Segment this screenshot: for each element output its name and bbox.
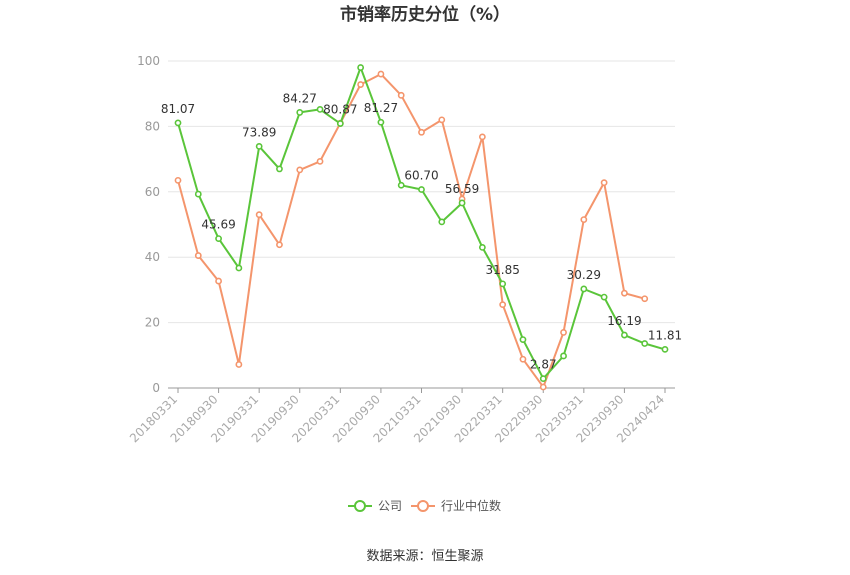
legend-label: 行业中位数 [441,498,501,513]
data-point [560,329,567,336]
data-point [539,383,547,391]
y-tick-label: 60 [145,185,160,199]
data-point [458,199,466,207]
data-point [478,243,486,251]
data-point [478,133,486,141]
source-note: 数据来源：恒生聚源 [366,549,483,564]
data-point [438,116,446,124]
data-point [316,105,324,113]
data-point [418,128,425,136]
data-label: 56.59 [445,182,479,196]
y-tick-label: 20 [145,316,160,330]
data-point [194,190,202,198]
data-label: 81.07 [161,102,195,116]
data-point [600,179,608,187]
data-point [661,345,669,353]
data-label: 73.89 [242,125,276,139]
data-point [621,331,628,339]
data-point [357,81,365,88]
data-label: 2.87 [530,358,557,372]
data-point [255,211,263,219]
data-label: 80.87 [323,103,357,117]
series-0 [174,64,669,383]
series-group [174,64,669,391]
y-tick-label: 100 [137,54,160,68]
data-point [580,285,588,293]
legend[interactable]: 公司 行业中位数 [348,498,501,513]
data-point [235,361,243,368]
data-label: 45.69 [201,218,235,232]
legend-label: 公司 [378,499,402,513]
data-point [174,176,182,184]
data-label: 16.19 [607,314,641,328]
data-point [438,218,446,226]
y-tick-label: 0 [152,381,160,395]
data-point [296,109,304,116]
data-point [215,277,222,285]
data-point [215,235,222,242]
legend-item[interactable]: 行业中位数 [411,498,501,513]
data-point [377,70,385,78]
data-point [296,166,304,174]
data-point [519,355,527,363]
data-point [397,181,405,189]
series-line [177,66,666,380]
data-label: 81.27 [364,101,398,115]
data-label: 30.29 [567,268,601,282]
data-label: 84.27 [283,91,317,105]
data-point [641,295,649,303]
data-point [276,241,283,249]
data-point [600,293,608,301]
data-point [560,352,567,360]
y-tick-label: 40 [145,250,160,264]
data-label: 60.70 [404,169,438,183]
legend-marker [417,500,429,512]
chart-title: 市销率历史分位（%） [340,4,510,25]
data-point [539,375,547,383]
series-line [177,73,645,388]
data-point [336,120,344,127]
y-tick-label: 80 [145,119,160,133]
data-point [397,91,405,99]
data-label: 11.81 [648,328,682,342]
data-point [377,118,385,126]
data-point [499,280,507,288]
data-point [519,336,527,344]
data-point [235,264,243,272]
legend-item[interactable]: 公司 [348,499,402,513]
legend-marker [354,500,366,512]
data-point [276,165,283,173]
data-point [499,301,507,309]
series-1 [174,70,649,391]
data-point [174,119,182,127]
data-point [418,186,425,193]
data-point [194,252,202,259]
data-point [316,157,324,165]
y-axis: 0 20 40 60 80 100 [137,54,160,395]
data-point [357,64,365,71]
data-point [641,340,649,347]
data-label: 31.85 [485,263,519,277]
data-point [580,216,588,223]
x-axis: 2018033120180930201903312019093020200331… [127,387,675,445]
data-point [255,142,263,150]
data-labels: 81.07 45.69 73.89 84.27 80.87 81.27 60.70 56.59… [161,91,682,371]
data-point [621,289,628,297]
